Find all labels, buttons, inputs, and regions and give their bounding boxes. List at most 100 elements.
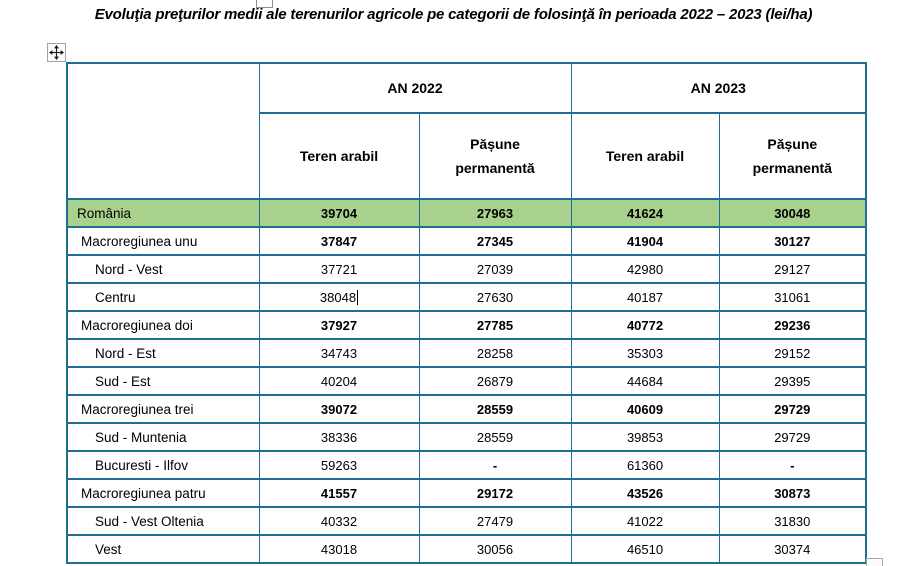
value-text: 27630 [476, 289, 514, 305]
value-text: 40609 [626, 401, 664, 417]
value-text: 27345 [476, 233, 514, 249]
value-cell[interactable]: 40187 [570, 282, 720, 312]
value-text: 29236 [774, 317, 811, 333]
table-row: Bucuresti - Ilfov 59263 - 61360 - [66, 450, 867, 480]
corner-cell[interactable] [66, 62, 260, 200]
sub-header-pasune-2022[interactable]: Pășune permanentă [418, 112, 572, 200]
value-cell[interactable]: 30127 [718, 226, 867, 256]
value-cell[interactable]: 37927 [258, 310, 420, 340]
row-label-cell[interactable]: Sud - Vest Oltenia [66, 506, 260, 536]
table-move-handle[interactable] [47, 43, 66, 62]
row-label-cell[interactable]: Sud - Est [66, 366, 260, 396]
value-text: 28559 [476, 401, 514, 417]
sub-header-pasune-2023[interactable]: Pășune permanentă [718, 112, 867, 200]
row-label-cell[interactable]: Vest [66, 534, 260, 564]
value-cell[interactable]: 40772 [570, 310, 720, 340]
value-cell[interactable]: 27039 [418, 254, 572, 284]
value-cell[interactable]: 29152 [718, 338, 867, 368]
value-text: 39853 [626, 429, 664, 445]
value-cell[interactable]: - [418, 450, 572, 480]
value-cell[interactable]: 40332 [258, 506, 420, 536]
value-cell[interactable]: 59263 [258, 450, 420, 480]
value-cell[interactable]: 39704 [258, 198, 420, 228]
value-cell[interactable]: 29127 [718, 254, 867, 284]
value-text: 39704 [320, 205, 358, 221]
value-text: 41557 [320, 485, 358, 501]
value-cell[interactable]: 28559 [418, 394, 572, 424]
value-text: 29729 [774, 429, 811, 445]
document-title[interactable]: Evoluţia preţurilor medii ale terenurilo… [94, 6, 813, 23]
value-text: 41022 [626, 513, 664, 529]
value-cell[interactable]: 37721 [258, 254, 420, 284]
value-cell[interactable]: 29729 [718, 422, 867, 452]
row-label-cell[interactable]: Nord - Est [66, 338, 260, 368]
row-label-cell[interactable]: Macroregiunea trei [66, 394, 260, 424]
row-label-cell[interactable]: Sud - Muntenia [66, 422, 260, 452]
value-cell[interactable]: 30374 [718, 534, 867, 564]
value-cell[interactable]: 44684 [570, 366, 720, 396]
value-cell[interactable]: 39072 [258, 394, 420, 424]
row-label-cell[interactable]: Macroregiunea doi [66, 310, 260, 340]
row-label-cell[interactable]: Centru [66, 282, 260, 312]
value-cell[interactable]: 31830 [718, 506, 867, 536]
value-cell[interactable]: 46510 [570, 534, 720, 564]
value-cell[interactable]: 61360 [570, 450, 720, 480]
value-cell[interactable]: 43526 [570, 478, 720, 508]
value-cell[interactable]: 27630 [418, 282, 572, 312]
value-cell[interactable]: 27785 [418, 310, 572, 340]
value-text: 29395 [774, 373, 811, 389]
value-cell[interactable]: 28258 [418, 338, 572, 368]
year-header-2022[interactable]: AN 2022 [258, 62, 572, 114]
value-cell[interactable]: 28559 [418, 422, 572, 452]
value-cell[interactable]: 41624 [570, 198, 720, 228]
row-label-cell[interactable]: Bucuresti - Ilfov [66, 450, 260, 480]
value-cell[interactable]: 37847 [258, 226, 420, 256]
value-cell[interactable]: 38336 [258, 422, 420, 452]
value-cell[interactable]: 34743 [258, 338, 420, 368]
value-cell[interactable]: 30048 [718, 198, 867, 228]
value-cell[interactable]: - [718, 450, 867, 480]
row-label-cell[interactable]: România [66, 198, 260, 228]
value-cell[interactable]: 29236 [718, 310, 867, 340]
value-cell[interactable]: 30056 [418, 534, 572, 564]
year-header-2023[interactable]: AN 2023 [570, 62, 867, 114]
table-row: Centru 38048 27630 40187 31061 [66, 282, 867, 312]
value-text: 28559 [476, 429, 514, 445]
text-cursor [357, 289, 359, 305]
value-cell[interactable]: 41904 [570, 226, 720, 256]
value-text: 29127 [774, 261, 811, 277]
selection-handle-icon[interactable] [256, 0, 273, 8]
value-cell[interactable]: 29395 [718, 366, 867, 396]
value-cell[interactable]: 41557 [258, 478, 420, 508]
value-cell[interactable]: 27963 [418, 198, 572, 228]
value-cell[interactable]: 27479 [418, 506, 572, 536]
value-cell[interactable]: 41022 [570, 506, 720, 536]
value-cell[interactable]: 38048 [258, 282, 420, 312]
value-cell[interactable]: 40204 [258, 366, 420, 396]
value-text: 27963 [476, 205, 514, 221]
table-resize-handle[interactable] [866, 558, 883, 566]
row-label-cell[interactable]: Macroregiunea unu [66, 226, 260, 256]
value-text: 59263 [320, 457, 358, 473]
row-label-cell[interactable]: Nord - Vest [66, 254, 260, 284]
sub-header-teren-arabil-2022[interactable]: Teren arabil [258, 112, 420, 200]
value-text: 40772 [626, 317, 664, 333]
value-text: 46510 [626, 541, 664, 557]
value-cell[interactable]: 29729 [718, 394, 867, 424]
value-cell[interactable]: 40609 [570, 394, 720, 424]
value-cell[interactable]: 42980 [570, 254, 720, 284]
value-cell[interactable]: 30873 [718, 478, 867, 508]
sub-header-teren-arabil-2023[interactable]: Teren arabil [570, 112, 720, 200]
value-text: 27479 [476, 513, 514, 529]
value-text: 44684 [626, 373, 664, 389]
value-cell[interactable]: 43018 [258, 534, 420, 564]
value-cell[interactable]: 26879 [418, 366, 572, 396]
row-label-cell[interactable]: Macroregiunea patru [66, 478, 260, 508]
value-cell[interactable]: 35303 [570, 338, 720, 368]
table-row: Macroregiunea doi 37927 27785 40772 29236 [66, 310, 867, 340]
value-cell[interactable]: 27345 [418, 226, 572, 256]
value-cell[interactable]: 31061 [718, 282, 867, 312]
value-cell[interactable]: 29172 [418, 478, 572, 508]
value-cell[interactable]: 39853 [570, 422, 720, 452]
value-text: 42980 [626, 261, 664, 277]
